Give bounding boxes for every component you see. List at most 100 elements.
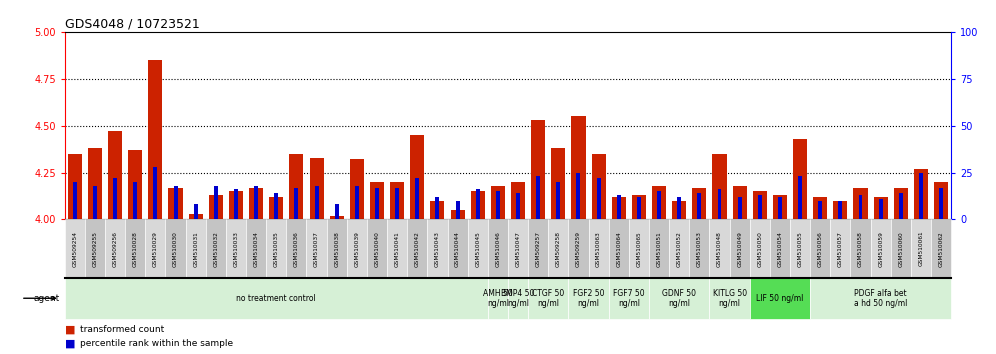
Bar bbox=[516, 193, 520, 219]
Bar bbox=[636, 197, 640, 219]
Bar bbox=[697, 193, 701, 219]
Bar bbox=[330, 216, 344, 219]
Bar bbox=[717, 189, 721, 219]
Bar bbox=[375, 188, 379, 219]
Text: GSM509257: GSM509257 bbox=[536, 231, 541, 267]
Text: GSM510045: GSM510045 bbox=[475, 231, 480, 267]
Bar bbox=[234, 189, 238, 219]
Text: GSM510037: GSM510037 bbox=[314, 231, 319, 267]
Text: GSM510030: GSM510030 bbox=[173, 231, 178, 267]
Text: GSM509255: GSM509255 bbox=[93, 231, 98, 267]
Text: GSM510056: GSM510056 bbox=[818, 231, 823, 267]
Bar bbox=[173, 186, 177, 219]
Text: GSM510063: GSM510063 bbox=[597, 231, 602, 267]
Text: GSM510057: GSM510057 bbox=[838, 231, 843, 267]
Text: ■: ■ bbox=[65, 324, 76, 334]
Text: GSM510032: GSM510032 bbox=[213, 231, 218, 267]
Bar bbox=[592, 154, 606, 219]
Text: percentile rank within the sample: percentile rank within the sample bbox=[80, 339, 233, 348]
Bar bbox=[536, 176, 540, 219]
Bar bbox=[476, 189, 480, 219]
Bar bbox=[631, 195, 646, 219]
Bar bbox=[209, 195, 223, 219]
Bar bbox=[148, 60, 162, 219]
Bar bbox=[310, 158, 324, 219]
Text: FGF2 50
ng/ml: FGF2 50 ng/ml bbox=[573, 289, 605, 308]
Bar bbox=[531, 120, 545, 219]
Bar bbox=[672, 201, 686, 219]
Text: GSM510034: GSM510034 bbox=[254, 231, 259, 267]
Text: GSM510040: GSM510040 bbox=[374, 231, 379, 267]
Text: CTGF 50
ng/ml: CTGF 50 ng/ml bbox=[532, 289, 565, 308]
Bar bbox=[133, 182, 137, 219]
Bar bbox=[939, 188, 943, 219]
Text: GSM510065: GSM510065 bbox=[636, 231, 641, 267]
Text: GSM510052: GSM510052 bbox=[676, 231, 681, 267]
Bar bbox=[214, 186, 218, 219]
Text: ■: ■ bbox=[65, 338, 76, 348]
Bar bbox=[153, 167, 157, 219]
Bar bbox=[753, 191, 767, 219]
Text: GSM510051: GSM510051 bbox=[656, 231, 661, 267]
Text: GSM510042: GSM510042 bbox=[414, 231, 419, 267]
Text: GSM510062: GSM510062 bbox=[938, 231, 943, 267]
Bar bbox=[430, 201, 444, 219]
Text: GSM510058: GSM510058 bbox=[858, 231, 863, 267]
Text: GSM510046: GSM510046 bbox=[495, 231, 500, 267]
Bar bbox=[254, 186, 258, 219]
Bar bbox=[68, 154, 82, 219]
Bar bbox=[274, 193, 278, 219]
Bar bbox=[355, 186, 359, 219]
Text: GSM510036: GSM510036 bbox=[294, 231, 299, 267]
Text: GSM510054: GSM510054 bbox=[778, 231, 783, 267]
Text: GSM510047: GSM510047 bbox=[516, 231, 521, 267]
Bar bbox=[88, 148, 102, 219]
Bar bbox=[677, 197, 681, 219]
Bar bbox=[315, 186, 319, 219]
Bar bbox=[934, 182, 948, 219]
Bar bbox=[128, 150, 142, 219]
Bar bbox=[738, 197, 742, 219]
Bar bbox=[919, 172, 923, 219]
Bar bbox=[93, 186, 97, 219]
Text: GSM510060: GSM510060 bbox=[898, 231, 903, 267]
Bar bbox=[455, 201, 459, 219]
Bar bbox=[612, 197, 625, 219]
Text: GSM509256: GSM509256 bbox=[113, 231, 118, 267]
Bar bbox=[114, 178, 118, 219]
Bar bbox=[395, 188, 399, 219]
Bar bbox=[878, 199, 882, 219]
Text: BMP4 50
ng/ml: BMP4 50 ng/ml bbox=[501, 289, 535, 308]
Bar bbox=[793, 139, 807, 219]
Bar bbox=[491, 186, 505, 219]
Bar bbox=[839, 201, 843, 219]
Text: GSM510033: GSM510033 bbox=[233, 231, 238, 267]
Text: GSM509258: GSM509258 bbox=[556, 231, 561, 267]
Text: KITLG 50
ng/ml: KITLG 50 ng/ml bbox=[712, 289, 747, 308]
Bar bbox=[834, 201, 848, 219]
Text: GSM510055: GSM510055 bbox=[798, 231, 803, 267]
Bar bbox=[657, 191, 661, 219]
Bar bbox=[758, 195, 762, 219]
Bar bbox=[511, 182, 525, 219]
Bar bbox=[773, 195, 787, 219]
Text: transformed count: transformed count bbox=[80, 325, 164, 334]
Bar bbox=[471, 191, 485, 219]
Bar bbox=[778, 197, 782, 219]
Bar bbox=[551, 148, 566, 219]
Text: GSM510061: GSM510061 bbox=[918, 231, 923, 267]
Bar bbox=[859, 195, 863, 219]
Bar bbox=[73, 182, 77, 219]
Bar bbox=[617, 195, 621, 219]
Bar bbox=[692, 188, 706, 219]
Text: GSM510050: GSM510050 bbox=[757, 231, 762, 267]
Text: GSM510028: GSM510028 bbox=[132, 231, 137, 267]
Text: GSM509259: GSM509259 bbox=[576, 231, 581, 267]
Text: GSM510048: GSM510048 bbox=[717, 231, 722, 267]
Bar bbox=[168, 188, 182, 219]
Bar bbox=[798, 176, 802, 219]
Bar bbox=[914, 169, 928, 219]
Bar bbox=[370, 182, 384, 219]
Bar bbox=[572, 116, 586, 219]
Bar bbox=[390, 182, 404, 219]
